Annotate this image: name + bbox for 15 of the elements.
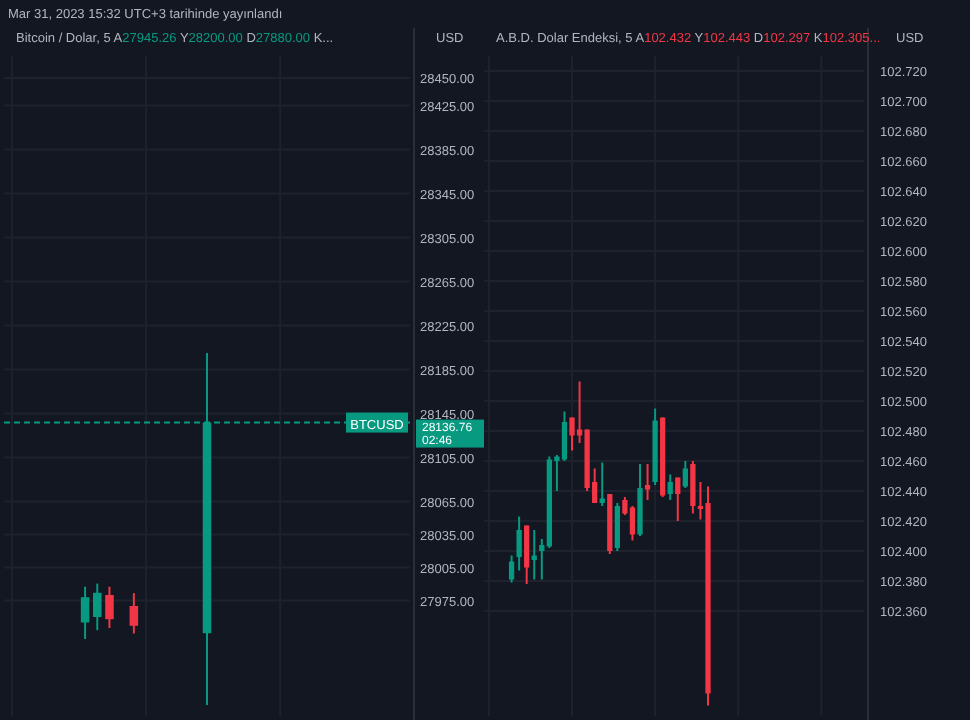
candlestick [682, 460, 688, 489]
candlestick [80, 585, 90, 640]
candlestick [561, 410, 568, 462]
candlestick [524, 524, 530, 585]
candlestick [644, 463, 651, 501]
candlestick [690, 460, 696, 515]
candlestick [637, 463, 643, 537]
candlestick [629, 505, 636, 542]
candlestick [614, 502, 620, 552]
candlestick [105, 585, 114, 629]
candlestick [93, 582, 102, 632]
candlestick [129, 592, 139, 635]
candlestick [675, 476, 681, 522]
candlestick [569, 416, 575, 452]
candlestick [667, 473, 673, 501]
